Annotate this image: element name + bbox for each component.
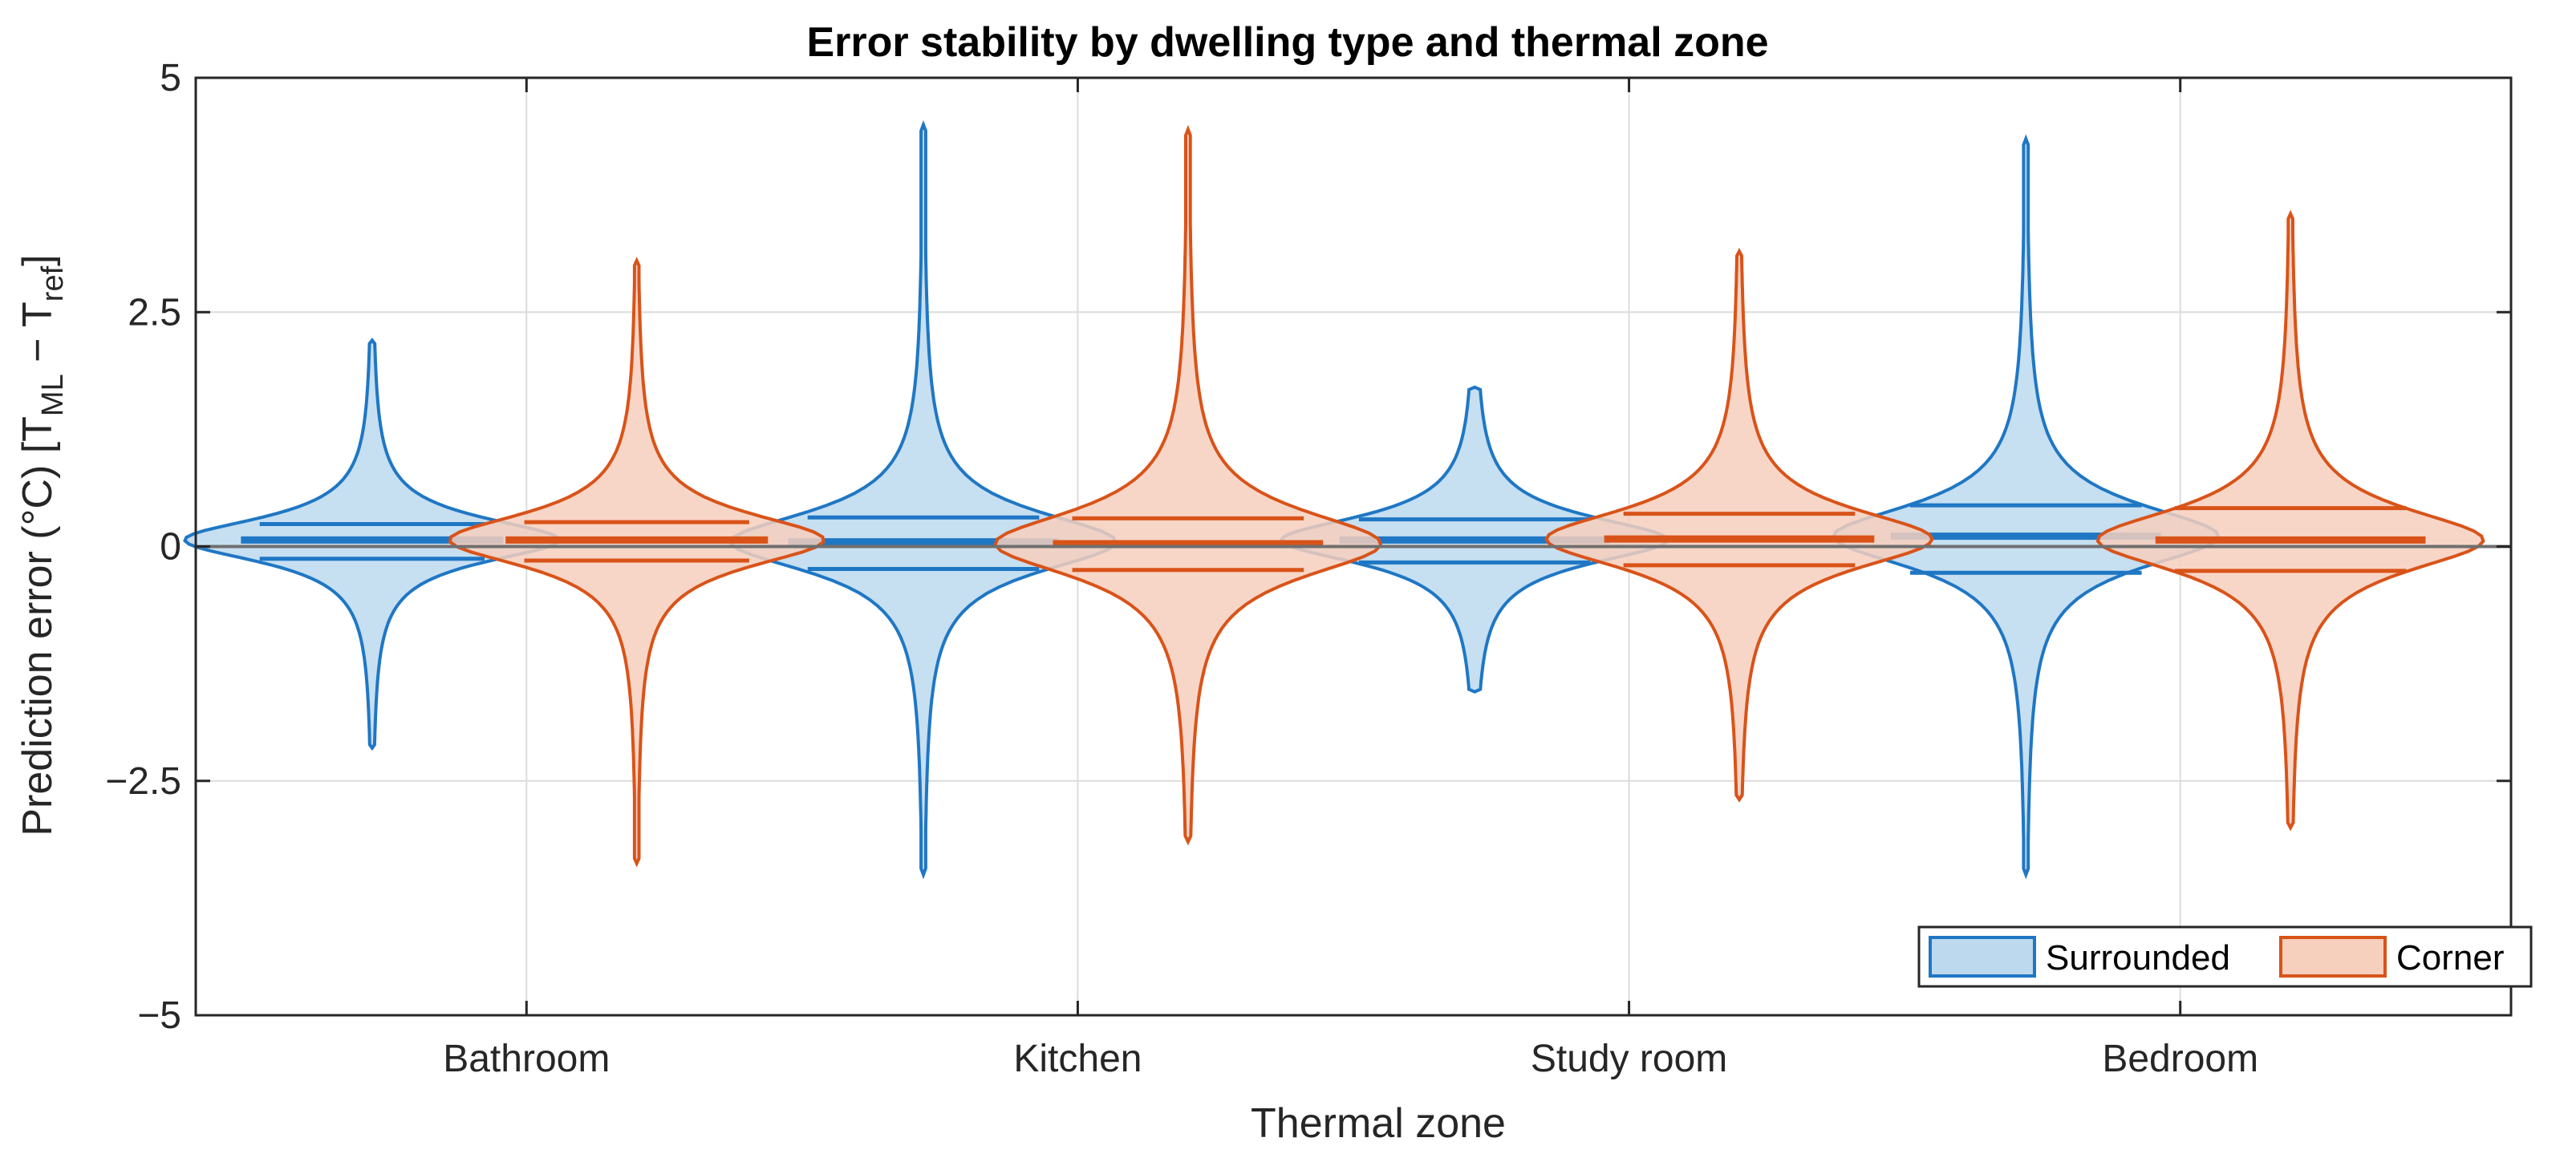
legend-swatch-surrounded [1929, 936, 2036, 978]
x-tick-label: Bedroom [2102, 1038, 2258, 1080]
y-tick-label: 0 [160, 526, 181, 569]
y-axis-label-sub-ref: ref [36, 265, 70, 302]
y-axis-label-prefix: Prediction error (°C) [T [14, 416, 61, 836]
legend-label-corner: Corner [2396, 938, 2505, 978]
violin-surrounded-bedroom [1831, 134, 2221, 880]
x-tick-label: Kitchen [1013, 1038, 1142, 1080]
violin-plot-area [183, 119, 2511, 880]
violin-body [1544, 248, 1934, 803]
y-axis-label-suffix: ] [14, 254, 61, 265]
legend-swatch-corner [2279, 936, 2387, 978]
violin-corner-kitchen [993, 124, 1383, 846]
chart-title: Error stability by dwelling type and the… [806, 19, 1768, 66]
violin-body [2095, 209, 2485, 832]
violin-corner-bathroom [448, 257, 826, 868]
y-axis-label: Prediction error (°C) [TML − Tref] [14, 254, 70, 836]
legend: Surrounded Corner [1917, 925, 2533, 988]
y-tick-label: 5 [160, 57, 181, 99]
y-tick-label: −2.5 [105, 760, 181, 803]
y-tick-label: −5 [137, 994, 181, 1037]
violin-body [183, 338, 562, 751]
violin-body [728, 119, 1118, 880]
x-tick-label: Study room [1531, 1038, 1727, 1080]
y-axis-label-middle: − T [14, 302, 61, 374]
violin-corner-study-room [1544, 248, 1934, 803]
x-axis-label: Thermal zone [1251, 1100, 1506, 1147]
violin-corner-bedroom [2095, 209, 2485, 832]
legend-label-surrounded: Surrounded [2046, 938, 2230, 978]
x-tick-label: Bathroom [443, 1038, 610, 1080]
violin-body [993, 124, 1383, 846]
violin-surrounded-kitchen [728, 119, 1118, 880]
y-tick-label: 2.5 [128, 291, 181, 334]
axes: 5 2.5 0 −2.5 −5 Bathroom Kitchen Study room Bedr… [105, 57, 2513, 1080]
y-axis-label-sub-ml: ML [36, 374, 70, 416]
